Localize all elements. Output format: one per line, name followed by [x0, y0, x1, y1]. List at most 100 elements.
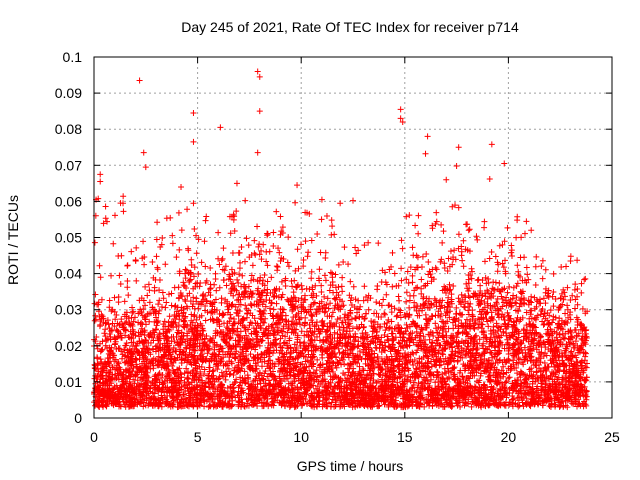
data-point — [239, 272, 246, 279]
data-point — [95, 393, 102, 400]
data-point — [113, 326, 120, 333]
data-point — [192, 365, 199, 372]
data-point — [124, 391, 131, 398]
data-point — [145, 332, 152, 339]
data-point — [91, 300, 98, 307]
data-points — [91, 68, 591, 411]
data-point — [115, 299, 122, 306]
data-point — [188, 386, 195, 393]
data-point — [202, 357, 209, 364]
data-point — [147, 385, 154, 392]
data-point — [129, 343, 136, 350]
data-point — [141, 372, 148, 379]
data-point — [191, 352, 198, 359]
data-point — [124, 277, 131, 284]
data-point — [144, 311, 151, 318]
data-point — [142, 371, 149, 378]
data-point — [232, 354, 239, 361]
data-point — [164, 384, 171, 391]
data-point — [174, 373, 181, 380]
data-point — [211, 396, 218, 403]
data-point — [97, 340, 104, 347]
data-point — [109, 306, 116, 313]
data-point — [113, 382, 120, 389]
data-point — [176, 340, 183, 347]
data-point — [153, 253, 160, 260]
data-point — [111, 334, 118, 341]
data-point — [102, 215, 109, 222]
data-point — [152, 308, 159, 315]
data-point — [124, 284, 131, 291]
data-point — [156, 330, 163, 337]
data-point — [193, 232, 200, 239]
data-point — [131, 380, 138, 387]
data-point — [174, 396, 181, 403]
data-point — [127, 362, 134, 369]
data-point — [172, 348, 179, 355]
data-point — [117, 403, 124, 410]
data-point — [155, 371, 162, 378]
data-point — [209, 385, 216, 392]
data-point — [220, 277, 227, 284]
data-point — [129, 368, 136, 375]
data-point — [117, 332, 124, 339]
data-point — [185, 358, 192, 365]
data-point — [121, 386, 128, 393]
data-point — [133, 394, 140, 401]
data-point — [158, 241, 165, 248]
data-point — [161, 353, 168, 360]
data-point — [109, 354, 116, 361]
data-point — [225, 365, 232, 372]
data-point — [125, 398, 132, 405]
data-point — [93, 366, 100, 373]
data-point — [225, 306, 232, 313]
data-point — [189, 319, 196, 326]
data-point — [159, 289, 166, 296]
data-point — [153, 314, 160, 321]
data-point — [107, 377, 114, 384]
data-point — [182, 313, 189, 320]
data-point — [207, 265, 214, 272]
data-point — [207, 285, 214, 292]
data-point — [136, 338, 143, 345]
data-point — [155, 301, 162, 308]
data-point — [216, 284, 223, 291]
data-point — [189, 346, 196, 353]
data-point — [124, 262, 131, 269]
data-point — [190, 273, 197, 280]
data-point — [194, 329, 201, 336]
data-point — [215, 351, 222, 358]
data-point — [94, 355, 101, 362]
data-point — [102, 319, 109, 326]
data-point — [182, 399, 189, 406]
data-point — [105, 393, 112, 400]
data-point — [191, 324, 198, 331]
data-point — [201, 339, 208, 346]
data-point — [179, 312, 186, 319]
data-point — [149, 379, 156, 386]
data-point — [100, 220, 107, 227]
data-point — [170, 367, 177, 374]
data-point — [144, 355, 151, 362]
data-point — [220, 333, 227, 340]
data-point — [203, 332, 210, 339]
data-point — [143, 397, 150, 404]
data-point — [103, 401, 110, 408]
data-point — [187, 269, 194, 276]
data-point — [120, 208, 127, 215]
data-point — [185, 403, 192, 410]
data-point — [125, 314, 132, 321]
data-point — [165, 291, 172, 298]
data-point — [119, 380, 126, 387]
data-point — [211, 354, 218, 361]
data-point — [126, 320, 133, 327]
data-point — [160, 295, 167, 302]
data-point — [113, 312, 120, 319]
data-point — [259, 301, 266, 308]
data-point — [97, 360, 104, 367]
data-point — [113, 393, 120, 400]
data-point — [152, 276, 159, 283]
data-point — [207, 292, 214, 299]
data-point — [198, 322, 205, 329]
